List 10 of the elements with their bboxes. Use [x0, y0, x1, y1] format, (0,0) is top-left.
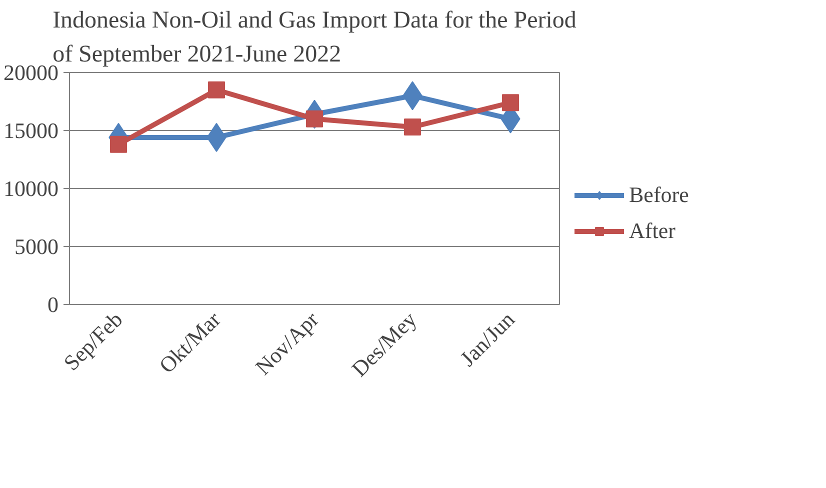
point [208, 81, 225, 98]
point [502, 94, 519, 112]
y-tick-label: 10000 [4, 176, 58, 201]
legend-label: Before [629, 182, 689, 208]
y-tick-label: 15000 [4, 118, 58, 143]
y-tick-label: 5000 [14, 234, 58, 259]
legend-label: After [629, 218, 676, 244]
point [110, 136, 127, 153]
y-tick-label: 0 [48, 292, 58, 317]
point [404, 118, 421, 136]
